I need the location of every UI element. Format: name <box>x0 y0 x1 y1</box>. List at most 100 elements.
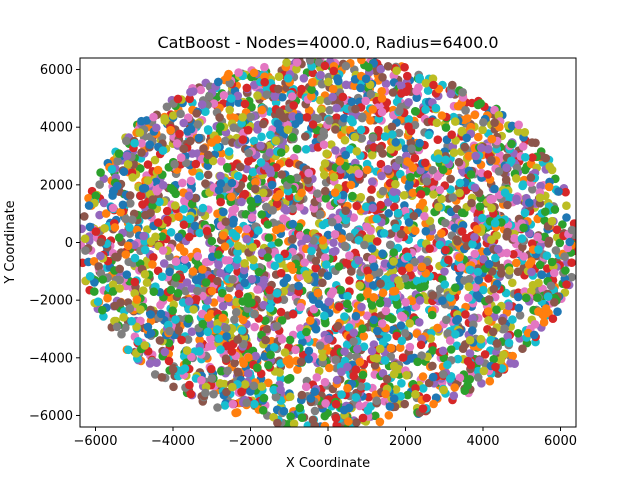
scatter-point <box>421 105 430 114</box>
scatter-point <box>108 203 118 213</box>
scatter-point <box>335 157 345 166</box>
scatter-point <box>475 202 485 211</box>
scatter-point <box>169 382 178 392</box>
scatter-point <box>434 202 443 212</box>
scatter-point <box>180 255 190 264</box>
scatter-point <box>272 192 282 202</box>
scatter-point <box>309 236 318 245</box>
scatter-point <box>207 374 217 383</box>
scatter-point <box>404 98 413 107</box>
scatter-point <box>526 173 536 182</box>
scatter-point <box>237 326 247 335</box>
scatter-point <box>187 352 196 362</box>
scatter-point <box>357 58 366 65</box>
scatter-point <box>192 109 201 118</box>
scatter-point <box>152 186 162 196</box>
scatter-point <box>455 253 464 262</box>
scatter-point <box>492 305 501 315</box>
scatter-point <box>427 310 437 320</box>
scatter-point <box>553 307 562 317</box>
scatter-point <box>397 89 406 98</box>
scatter-point <box>126 199 135 208</box>
scatter-point <box>269 385 279 395</box>
scatter-point <box>534 278 543 288</box>
scatter-point <box>372 237 382 246</box>
scatter-point <box>292 173 302 183</box>
scatter-point <box>364 63 373 72</box>
scatter-point <box>228 275 237 284</box>
scatter-point <box>173 288 183 298</box>
scatter-point <box>227 347 237 356</box>
scatter-point <box>397 81 406 91</box>
scatter-point <box>472 225 482 234</box>
scatter-point <box>207 364 216 374</box>
scatter-point <box>260 62 269 72</box>
scatter-point <box>218 288 227 298</box>
scatter-point <box>350 132 360 142</box>
scatter-point <box>522 293 531 303</box>
scatter-point <box>561 266 570 275</box>
scatter-point <box>118 200 128 210</box>
scatter-point <box>567 225 576 235</box>
scatter-point <box>130 253 140 263</box>
scatter-point <box>182 278 192 287</box>
scatter-point <box>247 274 257 284</box>
scatter-point <box>125 191 135 200</box>
scatter-point <box>550 268 559 278</box>
scatter-point <box>165 267 174 277</box>
scatter-point <box>166 285 176 295</box>
scatter-point <box>185 214 195 224</box>
scatter-point <box>408 188 418 198</box>
scatter-point <box>279 406 289 416</box>
scatter-point <box>519 223 528 233</box>
x-tick-label: −6000 <box>74 434 118 449</box>
scatter-point <box>90 278 99 287</box>
scatter-point <box>84 201 94 210</box>
scatter-point <box>304 346 314 356</box>
scatter-point <box>332 103 342 113</box>
scatter-point <box>186 124 196 134</box>
scatter-point <box>171 273 181 282</box>
scatter-point <box>187 327 197 337</box>
scatter-point <box>340 312 349 321</box>
scatter-point <box>236 162 245 172</box>
scatter-point <box>465 349 475 358</box>
scatter-point <box>137 116 146 126</box>
scatter-point <box>96 168 105 177</box>
scatter-point <box>259 119 268 129</box>
scatter-point <box>164 356 174 366</box>
scatter-point <box>169 111 178 120</box>
scatter-point <box>139 286 148 295</box>
scatter-point <box>438 165 448 174</box>
scatter-point <box>132 295 142 304</box>
scatter-point <box>195 228 204 238</box>
scatter-point <box>132 322 141 332</box>
scatter-point <box>331 355 341 365</box>
scatter-point <box>341 206 351 215</box>
scatter-point <box>428 361 437 371</box>
scatter-point <box>355 401 365 411</box>
scatter-point <box>377 319 387 328</box>
scatter-point <box>135 128 145 137</box>
scatter-point <box>274 238 283 247</box>
scatter-point <box>346 180 356 190</box>
scatter-point <box>325 363 334 373</box>
scatter-point <box>468 326 477 335</box>
scatter-point <box>158 146 168 155</box>
scatter-point <box>253 194 262 204</box>
scatter-point <box>191 275 201 285</box>
scatter-point <box>342 258 351 268</box>
scatter-point <box>545 162 554 171</box>
scatter-point <box>518 344 527 354</box>
scatter-point <box>449 391 459 401</box>
scatter-point <box>378 288 388 298</box>
scatter-point <box>534 307 543 316</box>
scatter-point <box>337 390 346 399</box>
scatter-point <box>428 291 438 300</box>
scatter-point <box>128 173 137 182</box>
scatter-point <box>96 237 106 247</box>
scatter-point <box>362 165 372 175</box>
scatter-point <box>123 159 133 169</box>
scatter-point <box>341 61 351 71</box>
scatter-point <box>321 186 330 196</box>
